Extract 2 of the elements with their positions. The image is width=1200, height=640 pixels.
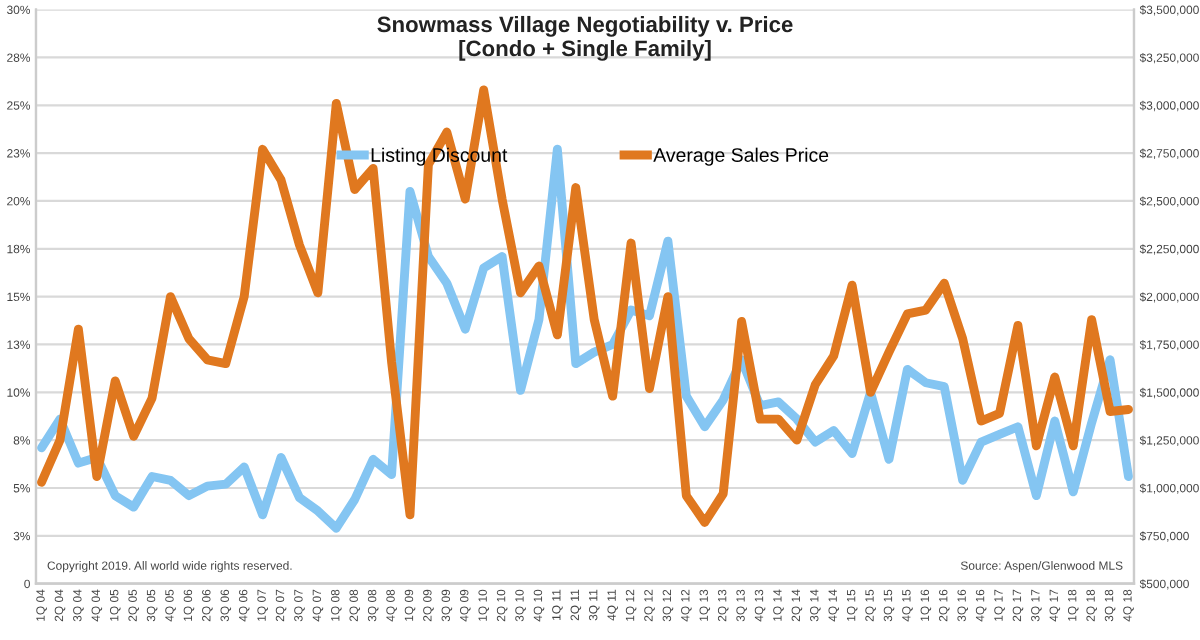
text: Snowmass Village Negotiability v. Price [Condo + Single Family] bbox=[377, 15, 793, 61]
legend-label: Average Sales Price bbox=[653, 147, 829, 166]
